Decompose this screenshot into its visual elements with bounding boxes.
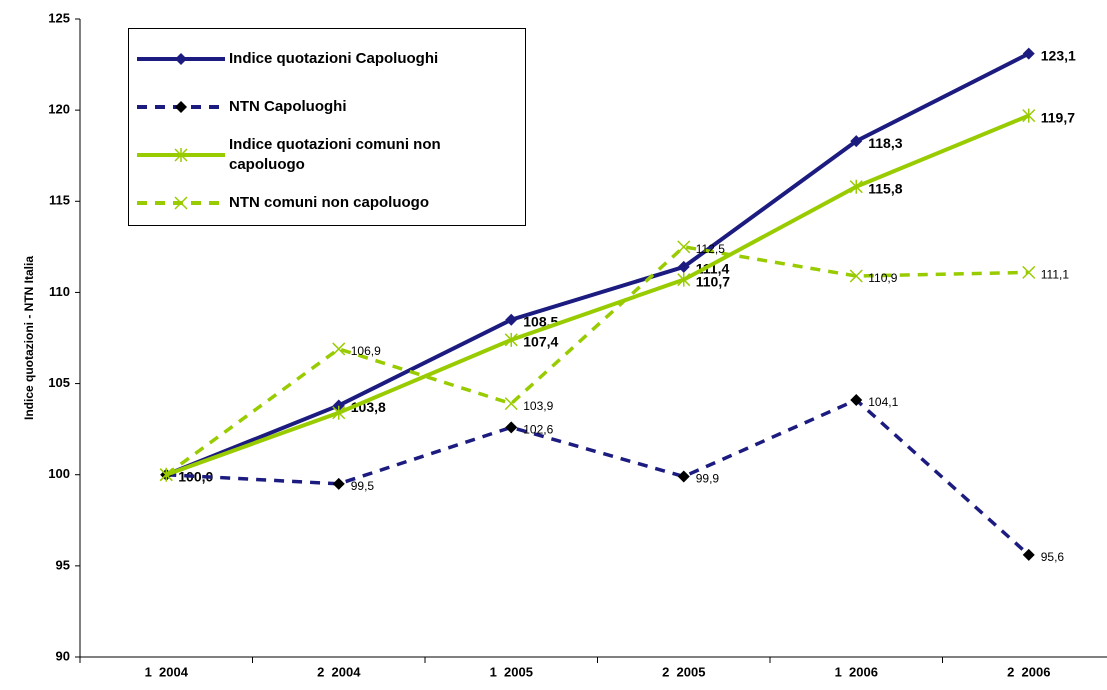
data-point (677, 470, 690, 483)
legend-icon (137, 101, 225, 113)
data-point (677, 272, 691, 287)
legend-entry: NTN Capoluoghi (129, 83, 525, 131)
data-label: 106,9 (351, 344, 381, 358)
legend-entry: Indice quotazioni Capoluoghi (129, 35, 525, 83)
data-point (850, 135, 863, 148)
y-tick-label: 125 (48, 10, 70, 25)
x-tick-label: 1 2005 (490, 664, 533, 679)
legend-icon (137, 196, 225, 210)
data-point (505, 421, 518, 434)
data-label: 112,5 (696, 242, 725, 256)
data-point (1022, 108, 1036, 123)
y-axis-label: Indice quotazioni - NTN Italia (22, 256, 36, 420)
y-tick-label: 110 (49, 284, 70, 299)
data-label: 102,6 (523, 422, 553, 436)
legend-label: NTN comuni non capoluogo (229, 194, 429, 211)
y-tick-label: 120 (48, 102, 70, 117)
data-label: 110,7 (696, 273, 730, 289)
y-tick-label: 95 (56, 557, 70, 572)
y-tick-label: 115 (49, 193, 70, 208)
y-tick-label: 90 (56, 648, 70, 663)
data-label: 103,9 (523, 399, 553, 413)
data-point (332, 399, 345, 412)
data-label: 95,6 (1041, 550, 1065, 564)
data-label: 119,7 (1041, 109, 1075, 125)
x-tick-label: 1 2006 (835, 664, 878, 679)
data-point (850, 393, 863, 406)
legend-label: Indice quotazioni Capoluoghi (229, 50, 439, 67)
data-label: 110,9 (868, 271, 897, 285)
series-line (166, 397, 1030, 557)
legend-marker (175, 101, 187, 113)
data-point (677, 240, 691, 254)
data-label: 118,3 (868, 135, 902, 151)
data-point (1022, 47, 1035, 60)
series-line (165, 113, 1030, 477)
data-point (504, 332, 518, 347)
data-point (332, 405, 346, 420)
legend-label: NTN Capoluoghi (229, 98, 347, 115)
data-point (332, 477, 345, 490)
data-point (1022, 265, 1036, 279)
y-tick-label: 100 (48, 466, 70, 481)
data-label: 111,1 (1041, 268, 1070, 282)
legend-label: Indice quotazioni comuni non capoluogo (229, 136, 441, 173)
data-label: 111,4 (696, 261, 730, 277)
legend-icon (137, 53, 225, 65)
legend-marker (174, 148, 188, 162)
x-tick-label: 2 2006 (1007, 664, 1050, 679)
legend-entry: Indice quotazioni comuni non capoluogo (129, 131, 525, 179)
data-label: 100,0 (178, 468, 213, 484)
data-label: 123,1 (1041, 47, 1076, 63)
data-label: 104,1 (868, 395, 898, 409)
data-label: 107,4 (523, 334, 558, 350)
data-point (1022, 548, 1035, 561)
series-line (165, 244, 1029, 477)
x-tick-label: 1 2004 (145, 664, 189, 679)
legend-marker (175, 53, 187, 65)
series-line (165, 51, 1030, 477)
data-point (505, 313, 518, 326)
data-label: 99,5 (351, 479, 375, 493)
x-tick-label: 2 2005 (662, 664, 705, 679)
y-tick-label: 105 (48, 375, 70, 390)
data-point (849, 179, 863, 194)
legend-icon (137, 148, 225, 162)
legend: Indice quotazioni Capoluoghi NTN Capoluog… (128, 28, 526, 226)
data-point (504, 397, 518, 411)
data-label: 115,8 (868, 180, 902, 196)
data-point (849, 269, 863, 283)
x-tick-label: 2 2004 (317, 664, 361, 679)
legend-entry: NTN comuni non capoluogo (129, 179, 525, 227)
data-point (159, 468, 173, 482)
data-point (332, 342, 346, 356)
data-point (677, 260, 690, 273)
legend-marker (174, 196, 188, 210)
data-label: 99,9 (696, 472, 720, 486)
